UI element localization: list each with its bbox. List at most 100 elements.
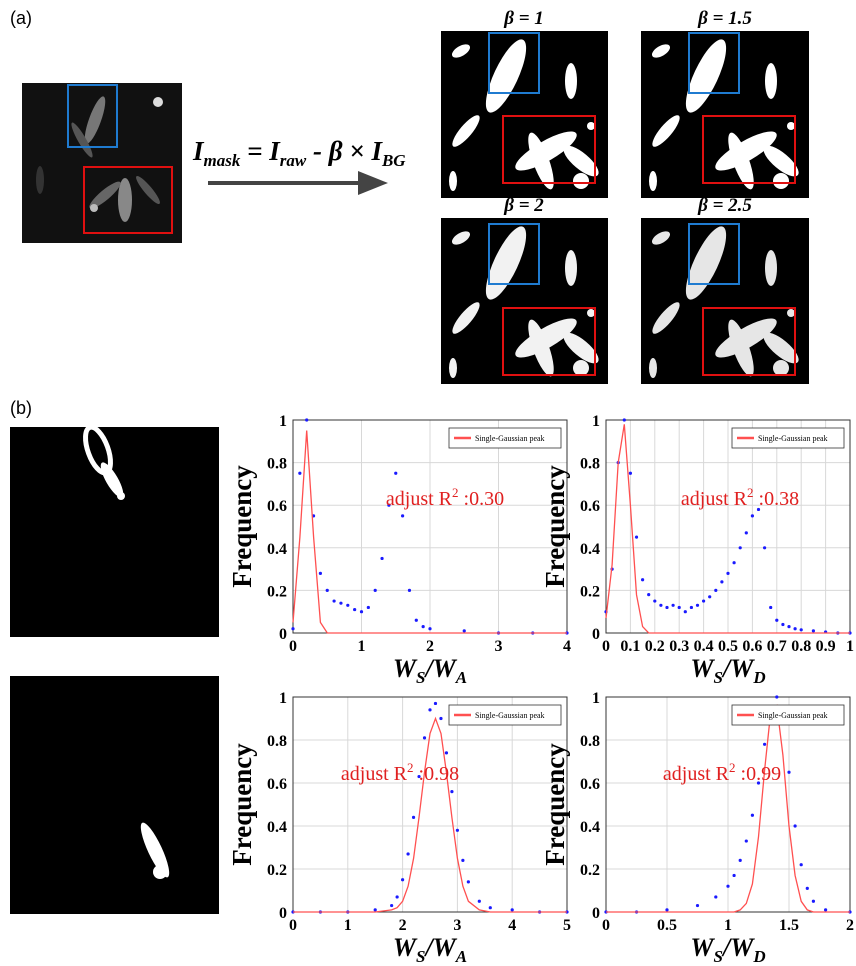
- eq-part: - β ×: [306, 136, 371, 166]
- x-axis-label: WS/WA: [393, 654, 467, 687]
- data-point: [488, 906, 492, 910]
- y-tick-label: 0.8: [580, 733, 600, 750]
- annotation: adjust R2 :0.98: [341, 760, 459, 785]
- y-tick-label: 0.6: [267, 498, 287, 515]
- x-axis-label: WS/WD: [690, 654, 765, 687]
- x-label-part: A: [455, 947, 467, 966]
- annotation-part: adjust R: [386, 488, 453, 510]
- data-point: [756, 507, 761, 512]
- series-line: [292, 430, 567, 634]
- annotation-part: adjust R: [663, 763, 730, 785]
- data-point: [683, 610, 687, 614]
- data-point: [653, 599, 657, 603]
- annotation-part: 2: [452, 485, 459, 500]
- x-label-part: D: [752, 668, 765, 687]
- data-point: [401, 878, 405, 882]
- legend-box: [448, 427, 562, 449]
- annotation-part: adjust R: [681, 488, 748, 510]
- y-axis-label: Frequency: [227, 465, 257, 588]
- data-point: [395, 895, 399, 899]
- data-point: [373, 588, 377, 593]
- plot-frame: [292, 696, 568, 913]
- data-point: [380, 556, 384, 561]
- x-tick-label: 0.4: [694, 638, 714, 655]
- data-point: [793, 824, 797, 828]
- x-tick-label: 3: [495, 638, 503, 655]
- data-point: [305, 418, 309, 422]
- cell-mask: [10, 424, 219, 637]
- data-point: [659, 603, 663, 607]
- y-axis-label: Frequency: [540, 743, 570, 866]
- eq-part: =: [240, 136, 269, 166]
- panel-label: (b): [10, 398, 32, 418]
- x-tick-label: 1: [358, 638, 366, 655]
- annotation-part: :0.99: [736, 763, 782, 785]
- data-point: [359, 610, 364, 614]
- data-point: [332, 599, 336, 603]
- data-point: [756, 781, 761, 785]
- y-tick-label: 0: [592, 905, 600, 922]
- annotation-part: 2: [747, 485, 754, 500]
- data-point: [787, 770, 791, 774]
- data-point: [714, 588, 718, 593]
- x-label-part: S: [416, 947, 425, 966]
- data-point: [750, 813, 755, 817]
- data-point: [695, 603, 700, 607]
- legend-label: Single-Gaussian peak: [475, 434, 545, 443]
- data-point: [387, 503, 391, 507]
- x-tick-label: 0.6: [742, 638, 762, 655]
- x-tick-label: 1.5: [779, 917, 799, 934]
- series-line: [293, 716, 567, 913]
- data-point: [439, 716, 443, 721]
- annotation-part: :0.98: [414, 763, 460, 785]
- data-point: [811, 899, 816, 903]
- data-point: [455, 828, 459, 832]
- y-tick-label: 0.6: [267, 776, 287, 793]
- data-point: [647, 593, 651, 597]
- mask-image: [641, 218, 809, 384]
- equation: Imask = Iraw - β × IBG: [192, 136, 406, 170]
- data-point: [775, 695, 779, 699]
- raw-image: [22, 83, 182, 243]
- x-label-part: W: [393, 933, 418, 962]
- x-tick-label: 1: [846, 638, 854, 655]
- x-tick-label: 0: [602, 638, 610, 655]
- y-tick-label: 0.2: [580, 583, 600, 600]
- data-point: [390, 903, 394, 908]
- data-point: [628, 471, 633, 475]
- x-label-part: /W: [721, 933, 755, 962]
- y-tick-label: 0: [279, 626, 287, 643]
- x-tick-label: 0.9: [816, 638, 836, 655]
- legend-box: [731, 704, 845, 726]
- data-point: [665, 605, 669, 610]
- data-point: [775, 618, 779, 622]
- plot-area: [293, 697, 567, 912]
- x-tick-label: 0.3: [669, 638, 689, 655]
- x-tick-label: 0: [602, 917, 610, 934]
- y-tick-label: 0.8: [580, 456, 600, 473]
- y-tick-label: 0.8: [267, 456, 287, 473]
- data-point: [671, 603, 675, 607]
- data-point: [769, 605, 773, 610]
- data-point: [421, 625, 425, 629]
- x-label-part: W: [393, 654, 418, 683]
- data-point: [781, 622, 785, 627]
- annotation-part: 2: [729, 760, 736, 775]
- data-point: [799, 863, 803, 867]
- x-tick-label: 2: [399, 917, 407, 934]
- x-label-part: /W: [423, 933, 457, 962]
- y-tick-label: 1: [592, 690, 600, 707]
- x-tick-label: 0: [289, 917, 297, 934]
- mask-image: [441, 31, 608, 198]
- data-point: [433, 701, 438, 706]
- x-label-part: /W: [721, 654, 755, 683]
- data-point: [407, 588, 412, 593]
- data-point: [461, 858, 465, 863]
- data-point: [805, 886, 809, 890]
- y-tick-label: 1: [279, 413, 287, 430]
- data-point: [732, 873, 736, 878]
- x-tick-label: 0.5: [657, 917, 677, 934]
- x-label-part: S: [714, 668, 723, 687]
- x-tick-label: 2: [846, 917, 854, 934]
